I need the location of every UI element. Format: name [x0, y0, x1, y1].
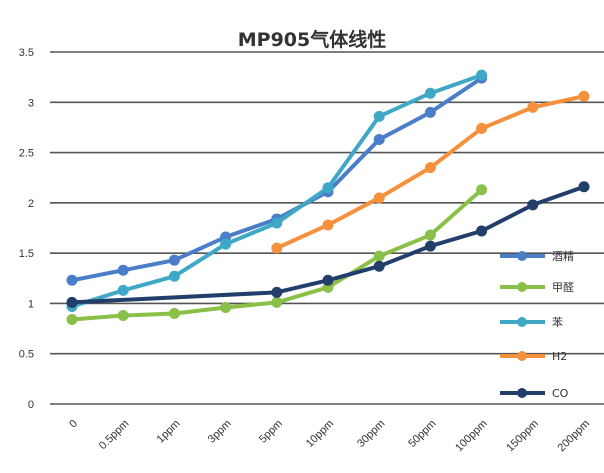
data-point — [424, 240, 436, 252]
data-point — [66, 314, 78, 326]
data-point — [271, 296, 283, 308]
data-point — [527, 199, 539, 211]
data-point — [322, 274, 334, 286]
data-point — [271, 217, 283, 229]
data-point — [117, 309, 129, 321]
data-point — [271, 286, 283, 298]
data-point — [66, 274, 78, 286]
y-tick-label: 3.5 — [19, 47, 34, 59]
data-point — [373, 250, 385, 262]
data-point — [476, 184, 488, 196]
data-point — [424, 229, 436, 241]
data-point — [66, 296, 78, 308]
data-point — [578, 181, 590, 193]
y-tick-label: 1.5 — [19, 248, 34, 260]
legend-label: 酒精 — [552, 250, 574, 263]
data-point — [220, 301, 232, 313]
data-point — [322, 219, 334, 231]
data-point — [373, 110, 385, 122]
legend-marker — [517, 317, 527, 327]
data-point — [220, 238, 232, 250]
legend-label: 苯 — [552, 315, 563, 329]
data-point — [271, 242, 283, 254]
data-point — [168, 270, 180, 282]
data-point — [476, 122, 488, 134]
data-point — [117, 284, 129, 296]
data-point — [424, 106, 436, 118]
series-line — [71, 184, 585, 305]
data-point — [424, 87, 436, 99]
y-tick-label: 2 — [28, 198, 34, 210]
y-tick-label: 0.5 — [19, 349, 34, 361]
y-tick-label: 0 — [28, 399, 34, 411]
legend-label: CO — [552, 387, 569, 400]
data-point — [476, 69, 488, 81]
y-axis-ticks: 0 0.5 1 1.5 2 2.5 3 3.5 — [19, 47, 34, 411]
legend-marker — [517, 251, 527, 261]
series-group — [66, 181, 590, 308]
grid — [50, 51, 604, 405]
data-point — [373, 133, 385, 145]
data-point — [476, 225, 488, 237]
legend-marker — [517, 282, 527, 292]
legend-marker — [517, 351, 527, 361]
legend-marker — [517, 388, 527, 398]
data-point — [373, 192, 385, 204]
series — [66, 69, 590, 326]
data-point — [117, 264, 129, 276]
chart-title: MP905气体线性 — [238, 28, 387, 51]
data-point — [373, 260, 385, 272]
data-point — [168, 307, 180, 319]
y-tick-label: 2.5 — [19, 148, 34, 160]
data-point — [424, 162, 436, 174]
series-group — [271, 90, 590, 254]
data-point — [578, 90, 590, 102]
y-tick-label: 3 — [28, 97, 34, 109]
data-point — [168, 254, 180, 266]
data-point — [527, 101, 539, 113]
legend-label: H2 — [552, 350, 567, 363]
y-tick-label: 1 — [28, 298, 34, 310]
data-point — [322, 182, 334, 194]
legend-label: 甲醛 — [552, 280, 574, 294]
